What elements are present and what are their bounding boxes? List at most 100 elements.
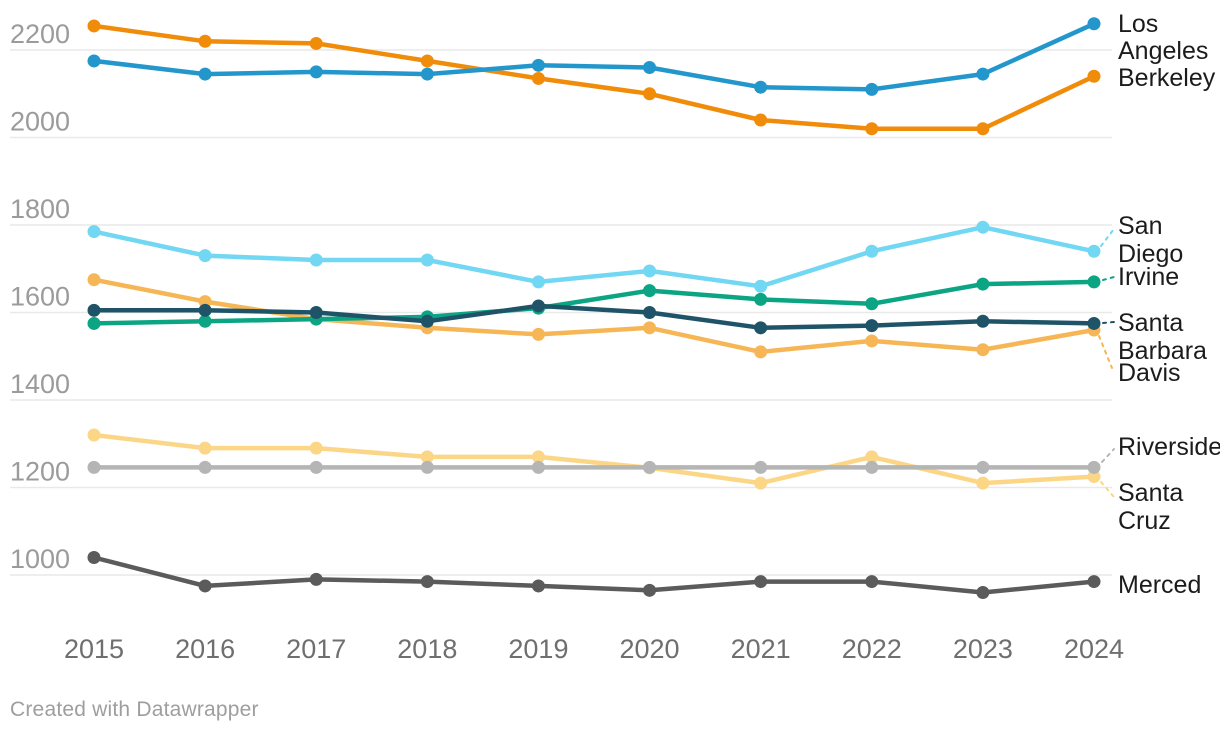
point-riverside-2017[interactable] <box>309 460 323 474</box>
point-irvine-2024[interactable] <box>1087 275 1101 289</box>
point-santa_cruz-2016[interactable] <box>198 441 212 455</box>
point-san_diego-2018[interactable] <box>420 253 434 267</box>
point-los_angeles-2017[interactable] <box>309 65 323 79</box>
point-san_diego-2021[interactable] <box>754 279 768 293</box>
point-san_diego-2024[interactable] <box>1087 244 1101 258</box>
point-merced-2019[interactable] <box>531 579 545 593</box>
point-san_diego-2023[interactable] <box>976 220 990 234</box>
point-irvine-2023[interactable] <box>976 277 990 291</box>
point-santa_cruz-2019[interactable] <box>531 450 545 464</box>
point-davis-2015[interactable] <box>87 273 101 287</box>
point-irvine-2022[interactable] <box>865 297 879 311</box>
point-santa_cruz-2022[interactable] <box>865 450 879 464</box>
point-riverside-2015[interactable] <box>87 460 101 474</box>
point-los_angeles-2019[interactable] <box>531 58 545 72</box>
y-tick-label-1200: 1200 <box>10 457 70 487</box>
y-tick-label-2200: 2200 <box>10 19 70 49</box>
point-santa_barbara-2019[interactable] <box>531 299 545 313</box>
point-san_diego-2019[interactable] <box>531 275 545 289</box>
series-label-san_diego-line1: San <box>1118 212 1162 240</box>
series-label-los_angeles-line2: Angeles <box>1118 37 1208 65</box>
point-riverside-2021[interactable] <box>754 460 768 474</box>
point-santa_cruz-2018[interactable] <box>420 450 434 464</box>
datawrapper-attribution: Created with Datawrapper <box>10 698 259 721</box>
point-berkeley-2018[interactable] <box>420 54 434 68</box>
point-davis-2023[interactable] <box>976 343 990 357</box>
point-berkeley-2015[interactable] <box>87 19 101 33</box>
point-los_angeles-2021[interactable] <box>754 80 768 94</box>
point-los_angeles-2018[interactable] <box>420 67 434 81</box>
point-santa_cruz-2024[interactable] <box>1087 470 1101 484</box>
point-santa_barbara-2018[interactable] <box>420 314 434 328</box>
point-santa_cruz-2023[interactable] <box>976 476 990 490</box>
point-merced-2015[interactable] <box>87 551 101 564</box>
point-irvine-2016[interactable] <box>198 314 212 328</box>
x-tick-label-2017: 2017 <box>286 634 346 664</box>
point-berkeley-2024[interactable] <box>1087 69 1101 83</box>
point-riverside-2019[interactable] <box>531 460 545 474</box>
point-san_diego-2015[interactable] <box>87 225 101 239</box>
point-los_angeles-2024[interactable] <box>1087 17 1101 31</box>
x-tick-label-2020: 2020 <box>620 634 680 664</box>
point-santa_barbara-2020[interactable] <box>643 306 657 319</box>
point-san_diego-2016[interactable] <box>198 249 212 263</box>
point-merced-2023[interactable] <box>976 586 990 599</box>
point-davis-2020[interactable] <box>643 321 657 335</box>
point-berkeley-2020[interactable] <box>643 87 657 101</box>
series-line-berkeley <box>91 23 1097 132</box>
point-santa_cruz-2021[interactable] <box>754 476 768 490</box>
point-berkeley-2022[interactable] <box>865 122 879 136</box>
point-los_angeles-2015[interactable] <box>87 54 101 68</box>
y-tick-label-1600: 1600 <box>10 282 70 312</box>
point-riverside-2018[interactable] <box>420 460 434 474</box>
point-san_diego-2017[interactable] <box>309 253 323 267</box>
point-san_diego-2022[interactable] <box>865 244 879 258</box>
point-irvine-2015[interactable] <box>87 316 101 330</box>
point-riverside-2023[interactable] <box>976 460 990 474</box>
point-los_angeles-2016[interactable] <box>198 67 212 81</box>
point-santa_barbara-2021[interactable] <box>754 321 768 335</box>
point-berkeley-2023[interactable] <box>976 122 990 136</box>
point-santa_barbara-2022[interactable] <box>865 319 879 333</box>
point-los_angeles-2022[interactable] <box>865 82 879 96</box>
point-riverside-2020[interactable] <box>643 460 657 474</box>
point-santa_barbara-2024[interactable] <box>1087 316 1101 330</box>
point-berkeley-2019[interactable] <box>531 71 545 85</box>
point-los_angeles-2023[interactable] <box>976 67 990 81</box>
point-merced-2021[interactable] <box>754 575 768 589</box>
y-tick-label-2000: 2000 <box>10 107 70 137</box>
point-berkeley-2016[interactable] <box>198 34 212 48</box>
series-line-irvine <box>91 279 1097 326</box>
point-santa_cruz-2015[interactable] <box>87 428 101 442</box>
point-merced-2024[interactable] <box>1087 575 1101 589</box>
point-riverside-2024[interactable] <box>1087 460 1101 474</box>
point-merced-2017[interactable] <box>309 572 323 586</box>
point-santa_barbara-2015[interactable] <box>87 303 101 317</box>
label-leader-san_diego <box>1100 228 1115 247</box>
point-santa_barbara-2017[interactable] <box>309 306 323 319</box>
point-irvine-2020[interactable] <box>643 284 657 298</box>
point-riverside-2016[interactable] <box>198 460 212 474</box>
point-santa_barbara-2023[interactable] <box>976 314 990 328</box>
series-line-santa_barbara <box>91 303 1097 331</box>
point-santa_cruz-2017[interactable] <box>309 441 323 455</box>
point-davis-2019[interactable] <box>531 327 545 341</box>
point-merced-2016[interactable] <box>198 579 212 593</box>
point-los_angeles-2020[interactable] <box>643 61 657 74</box>
series-label-santa_cruz-line2: Cruz <box>1118 507 1171 535</box>
point-riverside-2022[interactable] <box>865 460 879 474</box>
point-irvine-2021[interactable] <box>754 292 768 306</box>
point-davis-2022[interactable] <box>865 334 879 348</box>
point-berkeley-2017[interactable] <box>309 36 323 50</box>
x-tick-label-2023: 2023 <box>953 634 1013 664</box>
point-merced-2018[interactable] <box>420 575 434 589</box>
point-berkeley-2021[interactable] <box>754 113 768 127</box>
y-tick-label-1400: 1400 <box>10 369 70 399</box>
point-davis-2021[interactable] <box>754 345 768 359</box>
point-merced-2022[interactable] <box>865 575 879 589</box>
x-tick-label-2016: 2016 <box>175 634 235 664</box>
point-santa_barbara-2016[interactable] <box>198 303 212 317</box>
point-merced-2020[interactable] <box>643 583 657 597</box>
point-san_diego-2020[interactable] <box>643 264 657 278</box>
